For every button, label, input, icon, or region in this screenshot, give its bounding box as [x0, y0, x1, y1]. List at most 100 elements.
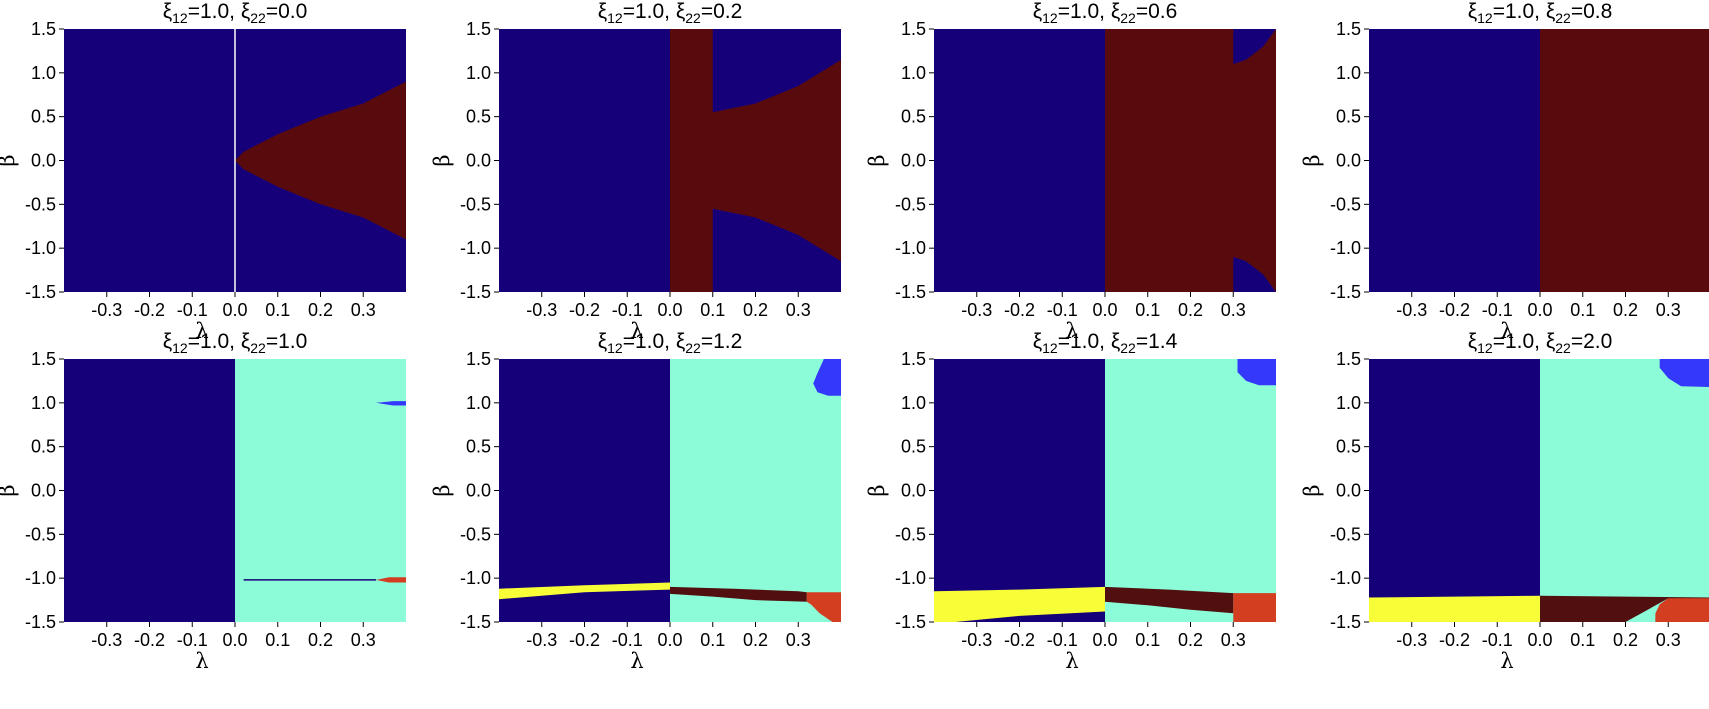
- region-yellow-2: [934, 586, 1105, 622]
- x-tick-label: 0.1: [1135, 630, 1160, 650]
- y-tick-label: 1.0: [901, 63, 926, 83]
- y-axis-label: β: [0, 484, 19, 496]
- region-blue-1: [813, 359, 841, 396]
- x-tick-label: 0.1: [1570, 300, 1595, 320]
- y-tick-label: 1.5: [901, 349, 926, 369]
- x-tick-label: 0.0: [1527, 630, 1552, 650]
- y-tick-label: 0.5: [901, 437, 926, 457]
- x-tick-label: 0.3: [351, 300, 376, 320]
- region-blue-1: [376, 401, 406, 406]
- panel-title: ξ12=1.0, ξ22=2.0: [1468, 330, 1613, 356]
- y-tick-label: 0.0: [901, 481, 926, 501]
- y-tick-label: 0.0: [31, 151, 56, 171]
- region-maroon-0: [670, 29, 841, 292]
- y-tick-label: 0.0: [31, 481, 56, 501]
- region-orange-red-2: [376, 577, 406, 583]
- y-tick-label: -1.0: [460, 238, 491, 258]
- y-tick-label: 0.0: [466, 151, 491, 171]
- x-tick-label: -0.1: [1047, 300, 1078, 320]
- y-tick-label: -1.0: [460, 568, 491, 588]
- y-tick-label: -1.0: [25, 568, 56, 588]
- x-tick-label: 0.1: [1135, 300, 1160, 320]
- y-tick-label: 1.0: [466, 63, 491, 83]
- panel-4: 1.5 1.0 0.5 0.0 -0.5 -1.0 -1.5 -0.3 -0.2 -0.1 0.0 0…: [1300, 0, 1709, 343]
- y-tick-label: 0.0: [466, 481, 491, 501]
- plot-area: [1369, 359, 1709, 622]
- region-aqua-0: [235, 359, 406, 622]
- x-tick-label: 0.3: [351, 630, 376, 650]
- y-tick-label: -0.5: [25, 194, 56, 214]
- x-tick-label: 0.0: [222, 300, 247, 320]
- y-tick-label: -1.5: [1330, 282, 1361, 302]
- x-axis-label: λ: [1500, 649, 1513, 673]
- y-tick-label: 0.5: [466, 107, 491, 127]
- panel-title: ξ12=1.0, ξ22=0.6: [1033, 0, 1178, 26]
- y-tick-label: 1.0: [1336, 63, 1361, 83]
- y-tick-label: 1.0: [901, 393, 926, 413]
- x-tick-label: 0.2: [743, 630, 768, 650]
- x-tick-label: -0.2: [1004, 300, 1035, 320]
- region-blue-1: [1237, 359, 1276, 386]
- x-tick-label: 0.0: [657, 630, 682, 650]
- x-tick-label: 0.3: [1221, 300, 1246, 320]
- y-tick-label: -1.0: [1330, 568, 1361, 588]
- y-tick-label: 1.5: [31, 19, 56, 39]
- x-tick-label: -0.2: [134, 300, 165, 320]
- x-tick-label: -0.3: [1396, 630, 1427, 650]
- y-tick-label: 0.5: [466, 437, 491, 457]
- x-tick-label: -0.1: [612, 300, 643, 320]
- x-tick-label: 0.2: [308, 630, 333, 650]
- region-maroon-0: [1105, 29, 1276, 292]
- x-tick-label: 0.2: [1178, 630, 1203, 650]
- y-tick-label: -0.5: [460, 524, 491, 544]
- region-blue-1: [1659, 359, 1709, 388]
- plot-area: [64, 29, 406, 292]
- x-tick-label: -0.3: [961, 300, 992, 320]
- x-tick-label: -0.3: [1396, 300, 1427, 320]
- plot-area: [499, 29, 841, 292]
- x-tick-label: -0.3: [526, 630, 557, 650]
- y-tick-label: 1.5: [466, 19, 491, 39]
- region-orange-red-4: [806, 592, 841, 622]
- x-tick-label: -0.1: [177, 300, 208, 320]
- plot-area: [499, 359, 841, 622]
- panel-title: ξ12=1.0, ξ22=1.4: [1033, 330, 1178, 356]
- y-tick-label: -0.5: [895, 194, 926, 214]
- x-tick-label: -0.2: [134, 630, 165, 650]
- panel-5: 1.5 1.0 0.5 0.0 -0.5 -1.0 -1.5 -0.3 -0.2 -0.1 0.0 0…: [0, 330, 406, 673]
- x-tick-label: 0.2: [743, 300, 768, 320]
- x-axis-label: λ: [630, 319, 643, 343]
- y-tick-label: 0.5: [1336, 437, 1361, 457]
- x-tick-label: 0.0: [222, 630, 247, 650]
- y-tick-label: 1.0: [31, 393, 56, 413]
- y-tick-label: -1.5: [460, 282, 491, 302]
- y-tick-label: -1.0: [25, 238, 56, 258]
- x-axis-label: λ: [195, 649, 208, 673]
- x-tick-label: -0.1: [1482, 300, 1513, 320]
- y-tick-label: -0.5: [1330, 194, 1361, 214]
- y-tick-label: 0.0: [1336, 151, 1361, 171]
- region-aqua-0: [1105, 359, 1276, 622]
- region-dark-brown-3: [670, 586, 807, 602]
- region-aqua-0: [670, 359, 841, 622]
- x-tick-label: 0.3: [786, 630, 811, 650]
- x-tick-label: 0.1: [265, 300, 290, 320]
- y-axis-label: β: [430, 484, 454, 496]
- y-tick-label: -1.5: [460, 612, 491, 632]
- y-tick-label: 0.5: [31, 437, 56, 457]
- x-tick-label: 0.2: [308, 300, 333, 320]
- x-tick-label: -0.2: [569, 300, 600, 320]
- y-tick-label: 0.5: [31, 107, 56, 127]
- x-tick-label: 0.2: [1613, 300, 1638, 320]
- region-aqua-0: [1540, 359, 1709, 622]
- x-tick-label: 0.2: [1178, 300, 1203, 320]
- plot-area: [64, 359, 406, 622]
- x-tick-label: -0.2: [569, 630, 600, 650]
- y-tick-label: -1.5: [895, 612, 926, 632]
- x-tick-label: 0.0: [657, 300, 682, 320]
- y-tick-label: 0.0: [901, 151, 926, 171]
- x-tick-label: -0.1: [1482, 630, 1513, 650]
- plot-area: [934, 29, 1276, 292]
- panel-title: ξ12=1.0, ξ22=0.2: [598, 0, 743, 26]
- x-tick-label: 0.3: [786, 300, 811, 320]
